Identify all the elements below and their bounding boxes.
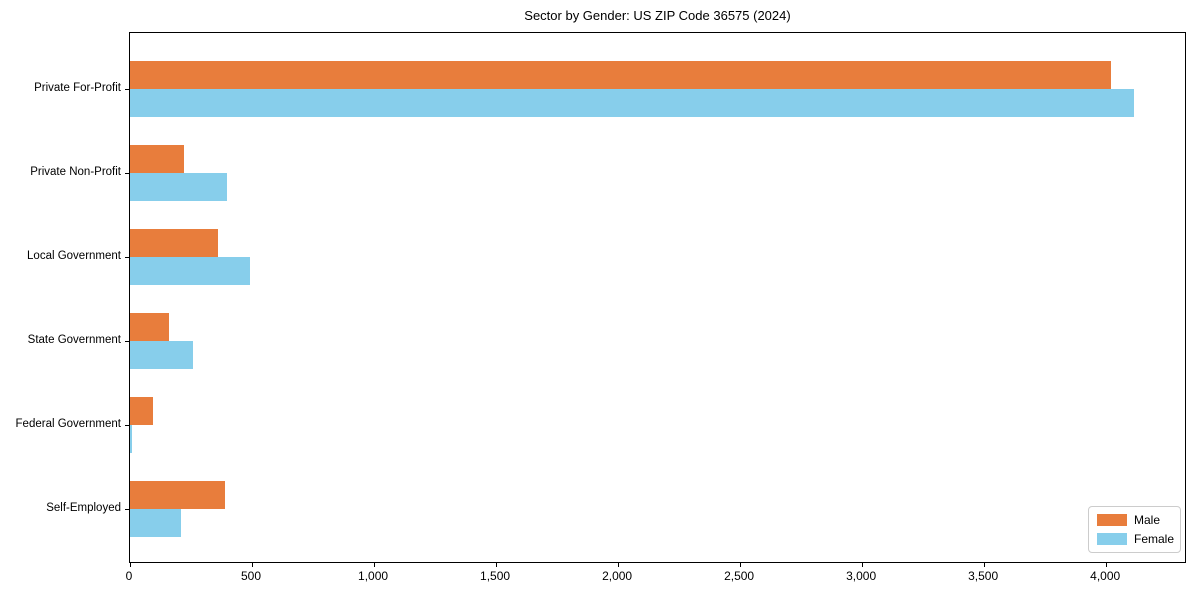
x-tickmark (984, 563, 986, 567)
y-tick-label-private-non-profit: Private Non-Profit (30, 166, 121, 178)
x-tick-label: 2,000 (602, 569, 633, 583)
x-tickmark (862, 563, 864, 567)
legend: Male Female (1088, 506, 1181, 553)
y-tick-label-federal-government: Federal Government (15, 418, 121, 430)
legend-entry-female: Female (1097, 532, 1180, 546)
bar-male-local-government (130, 229, 218, 257)
x-tick-label: 3,500 (968, 569, 999, 583)
bar-female-private-for-profit (130, 89, 1134, 117)
legend-label-male: Male (1134, 513, 1161, 527)
x-tick-label: 4,000 (1090, 569, 1121, 583)
y-tick-label-self-employed: Self-Employed (46, 502, 121, 514)
y-tickmark (125, 173, 129, 174)
chart-title: Sector by Gender: US ZIP Code 36575 (202… (524, 8, 791, 23)
x-tickmark (130, 563, 131, 567)
legend-swatch-female (1097, 533, 1127, 545)
bar-female-state-government (130, 341, 194, 369)
x-tickmark (496, 563, 498, 567)
legend-label-female: Female (1134, 532, 1175, 546)
x-tickmark (618, 563, 620, 567)
bar-female-local-government (130, 257, 251, 285)
x-tick-label: 1,500 (480, 569, 511, 583)
x-tick-label: 1,000 (358, 569, 389, 583)
bar-female-federal-government (130, 425, 132, 453)
x-tickmark (1106, 563, 1108, 567)
legend-swatch-male (1097, 514, 1127, 526)
bar-male-federal-government (130, 397, 154, 425)
x-tick-label: 500 (241, 569, 262, 583)
bar-male-state-government (130, 313, 170, 341)
x-tick-label: 2,500 (724, 569, 755, 583)
legend-entry-male: Male (1097, 513, 1180, 527)
x-tickmark (374, 563, 376, 567)
plot-area (125, 32, 1186, 567)
y-tickmark (125, 257, 129, 258)
y-tickmark (125, 341, 129, 342)
y-tickmark (125, 509, 129, 510)
y-tick-label-state-government: State Government (27, 334, 121, 346)
x-tickmark (252, 563, 254, 567)
bar-female-private-non-profit (130, 173, 228, 201)
x-tick-label: 0 (125, 569, 133, 583)
x-tick-label: 3,000 (846, 569, 877, 583)
bar-male-private-non-profit (130, 145, 185, 173)
bar-male-self-employed (130, 481, 226, 509)
y-tickmark (125, 89, 129, 90)
x-tickmark (740, 563, 742, 567)
y-tick-label-private-for-profit: Private For-Profit (34, 82, 121, 94)
bar-female-self-employed (130, 509, 181, 537)
y-tick-label-local-government: Local Government (27, 250, 121, 262)
y-tickmark (125, 425, 129, 426)
bar-male-private-for-profit (130, 61, 1111, 89)
